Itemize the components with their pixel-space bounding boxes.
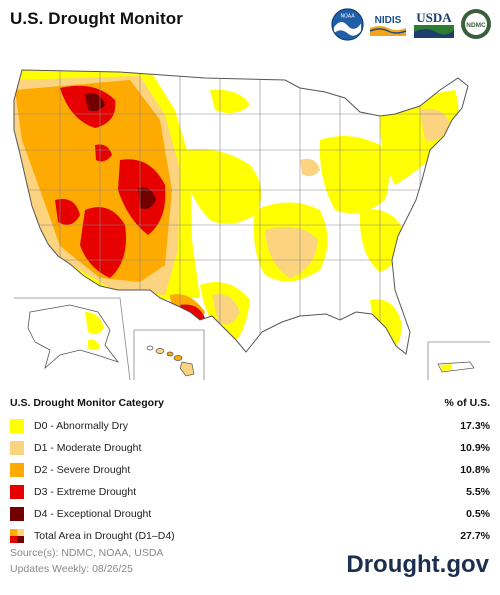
legend-pct-heading: % of U.S. [444, 397, 490, 409]
drought-map[interactable] [0, 50, 500, 380]
updated-text: Updates Weekly: 08/26/25 [10, 563, 133, 575]
partner-logos: NOAA NIDIS USDA NDMC [331, 6, 492, 42]
legend-header: U.S. Drought Monitor Category % of U.S. [10, 397, 490, 409]
legend-label: Total Area in Drought (D1–D4) [34, 530, 175, 542]
svg-text:NOAA: NOAA [340, 13, 355, 19]
conus-outline [13, 69, 469, 355]
us-drought-map-svg [13, 69, 490, 380]
legend-swatch [10, 485, 24, 499]
legend-row: D3 - Extreme Drought 5.5% [10, 481, 490, 503]
legend-row: D1 - Moderate Drought 10.9% [10, 437, 490, 459]
nidis-logo[interactable]: NIDIS [368, 9, 408, 39]
drought-gov-link[interactable]: Drought.gov [346, 551, 489, 578]
alaska-inset[interactable] [14, 297, 131, 380]
hawaii-inset[interactable] [133, 329, 205, 380]
legend-label: D2 - Severe Drought [34, 464, 131, 476]
legend-label: D0 - Abnormally Dry [34, 420, 128, 432]
legend-swatch [10, 507, 24, 521]
legend-row: D0 - Abnormally Dry 17.3% [10, 415, 490, 437]
legend-swatch [10, 419, 24, 433]
legend-pct: 10.8% [460, 464, 490, 476]
total-swatch [10, 529, 24, 543]
usda-logo[interactable]: USDA [412, 8, 456, 40]
svg-text:NDMC: NDMC [466, 22, 486, 29]
legend-heading: U.S. Drought Monitor Category [10, 397, 164, 409]
svg-text:USDA: USDA [416, 10, 452, 25]
drought-zones [14, 70, 459, 349]
legend-swatch [10, 441, 24, 455]
page-title: U.S. Drought Monitor [10, 9, 183, 28]
legend-pct: 5.5% [466, 486, 490, 498]
footer-source: Source(s): NDMC, NOAA, USDA Updates Week… [10, 545, 163, 577]
noaa-logo[interactable]: NOAA [331, 7, 364, 41]
legend-label: D3 - Extreme Drought [34, 486, 137, 498]
legend-pct: 17.3% [460, 420, 490, 432]
legend-pct: 0.5% [466, 508, 490, 520]
legend-pct: 10.9% [460, 442, 490, 454]
legend-label: D1 - Moderate Drought [34, 442, 142, 454]
legend-label: D4 - Exceptional Drought [34, 508, 152, 520]
legend-row-total: Total Area in Drought (D1–D4) 27.7% [10, 525, 490, 547]
legend: U.S. Drought Monitor Category % of U.S. … [10, 397, 490, 547]
legend-swatch [10, 463, 24, 477]
puerto-rico-inset[interactable] [427, 341, 490, 380]
legend-row: D2 - Severe Drought 10.8% [10, 459, 490, 481]
legend-row: D4 - Exceptional Drought 0.5% [10, 503, 490, 525]
source-text: Source(s): NDMC, NOAA, USDA [10, 547, 164, 559]
legend-pct: 27.7% [460, 530, 490, 542]
ndmc-logo[interactable]: NDMC [460, 8, 492, 40]
svg-text:NIDIS: NIDIS [375, 15, 402, 26]
